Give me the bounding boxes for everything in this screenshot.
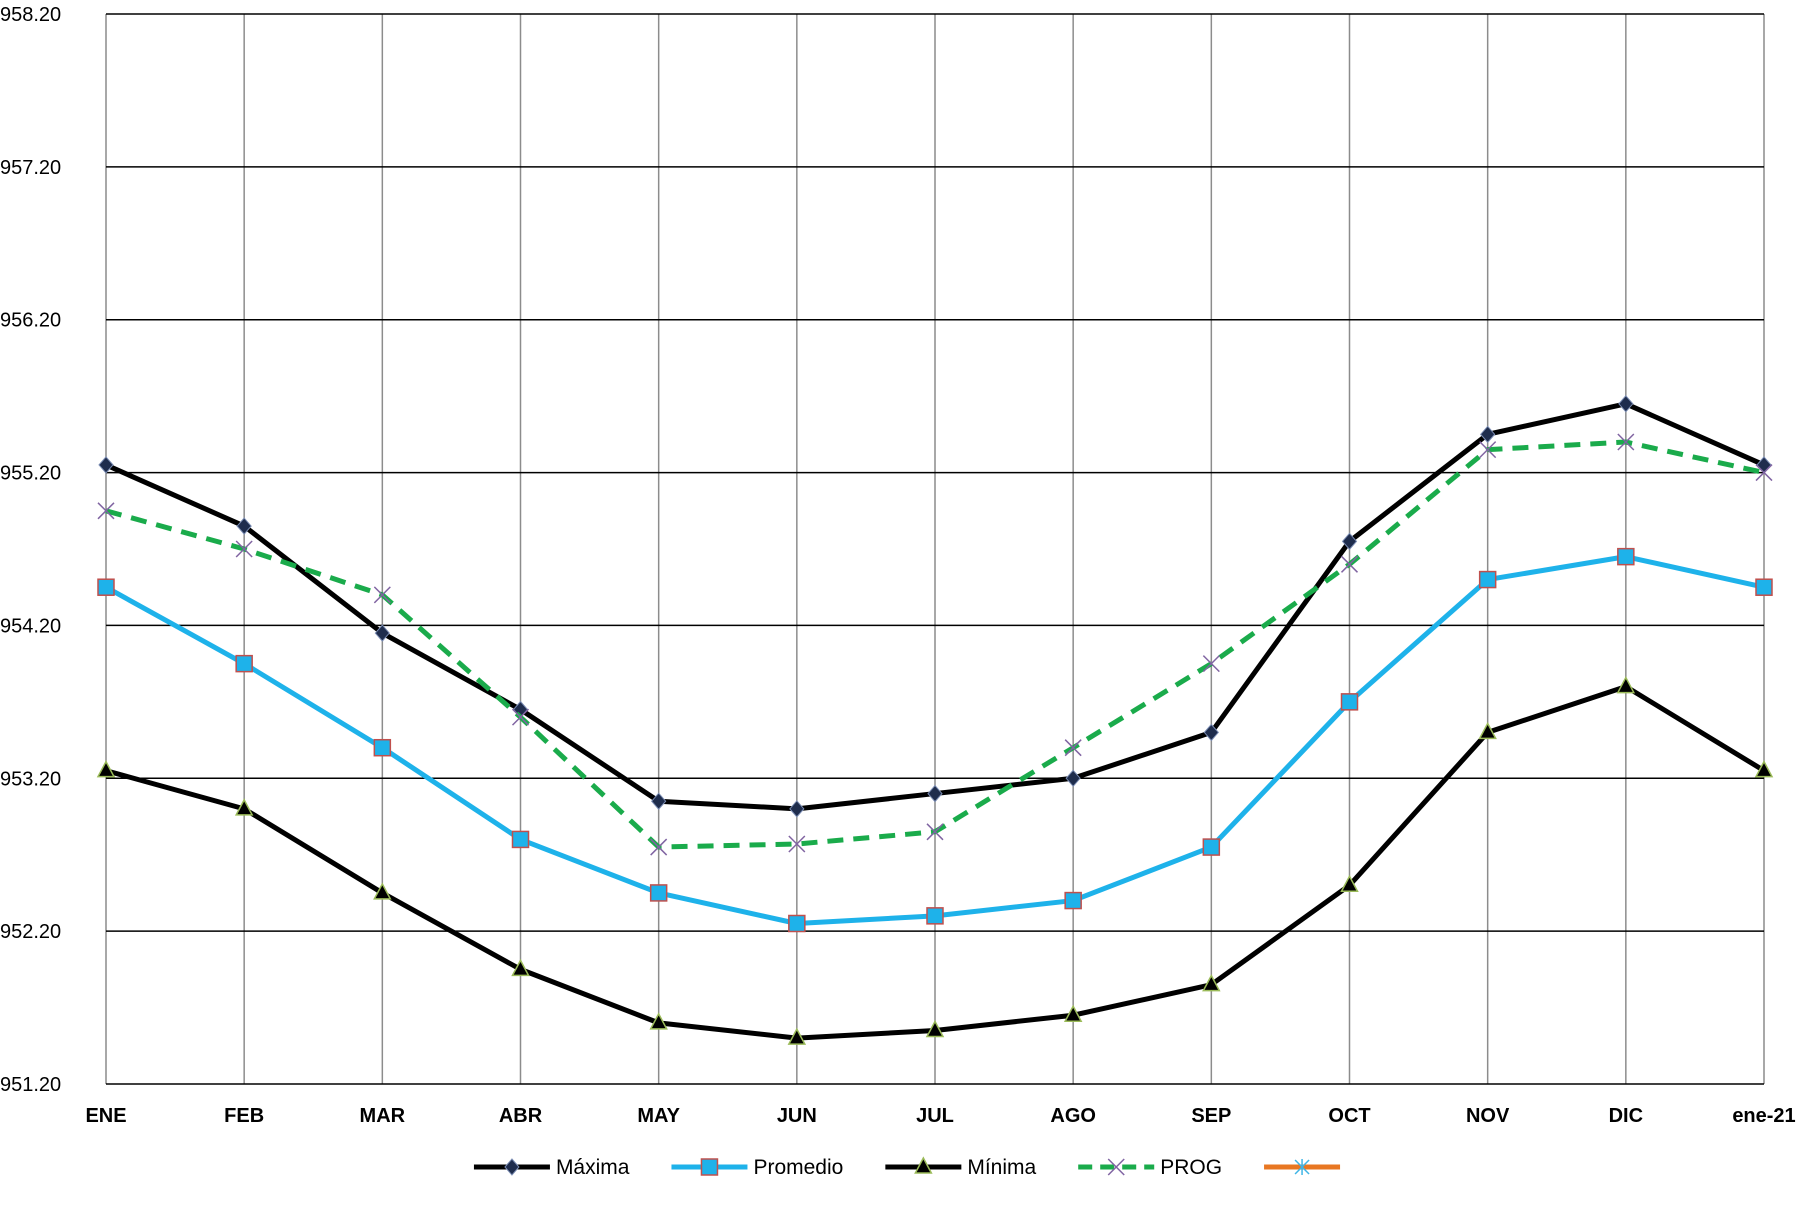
y-tick-label: 955.20	[0, 463, 61, 485]
data-point	[926, 907, 944, 925]
x-tick-label: MAY	[637, 1105, 680, 1127]
legend-item: Máxima	[473, 1156, 630, 1179]
data-point	[1341, 532, 1358, 551]
data-point	[1617, 547, 1635, 566]
data-point	[511, 708, 530, 726]
legend-label: PROG	[1160, 1156, 1222, 1179]
data-point	[1754, 760, 1774, 778]
y-tick-label: 954.20	[0, 615, 61, 637]
data-point	[235, 540, 253, 558]
data-point	[236, 517, 252, 535]
x-tick-label: AGO	[1050, 1105, 1096, 1127]
y-tick-label: 957.20	[0, 157, 61, 179]
x-tick-label: NOV	[1466, 1105, 1510, 1127]
data-point	[373, 738, 392, 757]
data-point	[787, 1027, 807, 1045]
data-point	[927, 784, 943, 803]
x-tick-label: JUL	[916, 1105, 954, 1127]
axes: 951.20 952.20 953.20 954.20 955.20 956.20 957.…	[0, 4, 1796, 1127]
legend-marker	[1107, 1158, 1125, 1176]
data-point	[97, 578, 115, 596]
x-tick-label: DIC	[1609, 1105, 1643, 1127]
y-tick-label: 956.20	[0, 310, 61, 332]
legend-label: Máxima	[556, 1156, 630, 1179]
data-point	[1617, 433, 1635, 451]
data-point	[1340, 874, 1359, 893]
data-point	[1479, 441, 1497, 459]
legend-item	[1264, 1159, 1341, 1175]
data-point	[789, 800, 805, 818]
y-tick-label: 953.20	[0, 768, 61, 790]
data-point	[1340, 555, 1359, 573]
legend-marker	[504, 1158, 520, 1176]
data-point	[1755, 464, 1773, 482]
data-point	[373, 586, 391, 604]
data-point	[511, 958, 530, 977]
grid	[105, 13, 1765, 1085]
x-tick-label: JUN	[777, 1105, 817, 1127]
data-point	[1064, 891, 1082, 910]
data-point	[374, 624, 390, 642]
data-point	[649, 884, 668, 902]
data-point	[1202, 838, 1221, 856]
data-point	[373, 882, 392, 900]
x-tick-label: FEB	[224, 1105, 264, 1127]
data-point	[926, 823, 944, 841]
data-point	[234, 798, 254, 816]
data-point	[788, 914, 806, 933]
legend: Máxima Promedio Mínima PROG	[473, 1156, 1341, 1179]
legend-item: PROG	[1078, 1156, 1222, 1179]
data-point	[1480, 425, 1496, 444]
data-point	[1065, 769, 1081, 788]
x-tick-label: ABR	[499, 1105, 543, 1127]
data-point	[235, 654, 253, 673]
data-point	[1340, 693, 1359, 711]
y-tick-label: 952.20	[0, 921, 61, 943]
series	[96, 395, 1774, 1045]
x-tick-label: OCT	[1328, 1105, 1370, 1127]
data-point	[649, 1012, 668, 1030]
legend-item: Promedio	[671, 1156, 843, 1179]
legend-label: Promedio	[753, 1156, 843, 1179]
legend-marker	[1294, 1159, 1310, 1175]
data-point	[1478, 570, 1497, 589]
data-point	[1063, 1004, 1083, 1022]
data-point	[650, 838, 668, 856]
data-point	[1618, 395, 1634, 413]
data-point	[97, 502, 115, 520]
data-point	[1202, 655, 1220, 673]
legend-item: Mínima	[885, 1156, 1037, 1179]
legend-marker	[914, 1156, 933, 1174]
x-tick-label: SEP	[1191, 1105, 1231, 1127]
data-point	[1755, 578, 1773, 596]
data-point	[788, 835, 806, 853]
data-point	[1202, 974, 1221, 992]
data-point	[98, 456, 114, 474]
data-point	[1064, 739, 1082, 757]
x-tick-label: MAR	[360, 1105, 406, 1127]
legend-marker	[700, 1158, 719, 1176]
data-point	[96, 760, 116, 778]
data-point	[925, 1019, 945, 1038]
y-tick-label: 958.20	[0, 4, 61, 26]
legend-label: Mínima	[967, 1156, 1036, 1179]
data-point	[1203, 723, 1219, 742]
data-point	[1478, 721, 1497, 740]
data-point	[1616, 675, 1636, 694]
data-point	[511, 830, 530, 849]
y-tick-label: 951.20	[0, 1074, 61, 1096]
x-tick-label: ENE	[85, 1105, 126, 1127]
x-tick-label: ene-21	[1732, 1105, 1795, 1127]
data-point	[651, 792, 667, 810]
